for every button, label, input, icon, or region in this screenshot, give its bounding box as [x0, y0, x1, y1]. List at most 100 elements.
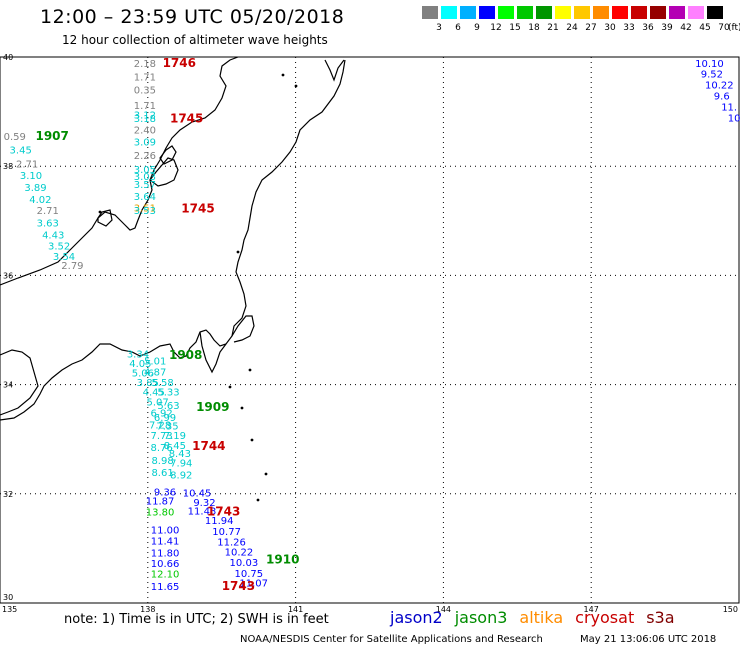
wave-height-value: 3.54	[53, 252, 75, 263]
wave-height-value: 9.52	[701, 70, 723, 81]
island-marker	[228, 385, 232, 389]
colorbar-swatch	[669, 6, 685, 19]
wave-height-value: 11.00	[151, 526, 180, 537]
colorbar-swatch	[517, 6, 533, 19]
coast-izu	[199, 331, 227, 374]
island-marker	[281, 73, 285, 77]
credit-timestamp: May 21 13:06:06 UTC 2018	[580, 634, 717, 645]
wave-height-value: 4.43	[42, 230, 64, 241]
wave-height-value: 11.87	[146, 497, 175, 508]
wave-height-values: 2.181.710.351.713.123.182.403.092.263.05…	[4, 59, 740, 593]
colorbar-label: 3	[436, 23, 442, 33]
island-marker	[240, 406, 244, 410]
coast-noto-peninsula	[97, 209, 113, 227]
pass-time-label: 1745	[181, 202, 214, 216]
wave-height-value: 0.59	[4, 132, 26, 143]
colorbar-label: 39	[661, 23, 673, 33]
wave-height-value: 9.6	[714, 92, 730, 103]
coast-noto	[149, 157, 179, 187]
island-marker	[294, 84, 298, 88]
legend-item-cryosat: cryosat	[575, 608, 635, 627]
colorbar-swatch	[612, 6, 628, 19]
wave-height-value: 10	[728, 113, 740, 124]
small-islands	[98, 73, 298, 502]
wave-height-value: 8.43	[169, 449, 191, 460]
lat-tick-label: 40	[3, 53, 13, 62]
colorbar-swatch	[707, 6, 723, 19]
wave-height-value: 6.92	[150, 408, 172, 419]
wave-height-value: 3.12	[134, 111, 156, 122]
island-marker	[248, 368, 252, 372]
pass-time-label: 1744	[192, 439, 225, 453]
legend-item-altika: altika	[519, 608, 564, 627]
pass-time-label: 1745	[170, 112, 203, 126]
wave-height-value: 10.45	[183, 489, 212, 500]
coast-honshu-west	[0, 56, 239, 286]
axis-tick-labels: 135 138 141 144 147 150 30 32 34 36 38 40	[2, 53, 738, 614]
wave-height-value: 2.71	[16, 159, 38, 170]
pass-time-label: 1909	[196, 400, 229, 414]
graticule	[0, 57, 739, 603]
island-marker	[236, 250, 240, 254]
pass-time-label: 1907	[35, 129, 68, 143]
lat-tick-label: 36	[3, 271, 13, 280]
wave-height-value: 3.10	[20, 171, 42, 182]
colorbar-swatch	[536, 6, 552, 19]
map-title: 12:00 – 23:59 UTC 05/20/2018	[40, 6, 345, 28]
colorbar-label: 33	[623, 23, 635, 33]
colorbar-label: 70	[718, 23, 730, 33]
lat-tick-label: 30	[3, 593, 13, 602]
colorbar-label: 24	[566, 23, 578, 33]
wave-height-value: 10.10	[695, 59, 724, 70]
wave-height-value: 3.57	[134, 180, 156, 191]
colorbar-swatch	[441, 6, 457, 19]
legend-item-s3a: s3a	[646, 608, 675, 627]
wave-height-value: 13.80	[146, 508, 175, 519]
wave-height-value: 1.71	[134, 72, 156, 83]
legend-item-jason2: jason2	[390, 608, 443, 627]
lat-tick-label: 32	[3, 490, 13, 499]
wave-height-value: 2.26	[134, 151, 156, 162]
wave-height-value: 5.06	[132, 368, 154, 379]
wave-height-value: 10.22	[225, 547, 254, 558]
wave-height-value: 4.87	[144, 367, 166, 378]
wave-height-value: 4.45	[143, 388, 165, 399]
colorbar-label: 45	[699, 23, 711, 33]
wave-height-value: 2.40	[134, 125, 156, 136]
footnote: note: 1) Time is in UTC; 2) SWH is in fe…	[64, 612, 329, 627]
wave-height-value: 9.36	[154, 487, 176, 498]
wave-height-value: 11.	[721, 103, 737, 114]
pass-time-label: 1743	[222, 579, 255, 593]
wave-height-value: 10.75	[234, 569, 263, 580]
wave-height-value: 8.98	[151, 456, 173, 467]
pass-time-labels: 1746 1745 1907 1745 1908 1909 1744 1743 1910 1743	[35, 56, 299, 593]
pass-time-label: 1743	[207, 505, 240, 519]
colorbar-swatch	[574, 6, 590, 19]
lon-tick-label: 138	[140, 605, 155, 614]
lon-tick-label: 147	[584, 605, 599, 614]
pass-time-label: 1908	[169, 348, 202, 362]
wave-height-value: 3.64	[134, 192, 156, 203]
colorbar-swatch	[631, 6, 647, 19]
island-marker	[250, 438, 254, 442]
map-subtitle: 12 hour collection of altimeter wave hei…	[62, 33, 328, 47]
wave-height-value: 3.18	[134, 114, 156, 125]
wave-height-value: 6.99	[154, 413, 176, 424]
colorbar-swatch	[498, 6, 514, 19]
lon-tick-label: 150	[723, 605, 738, 614]
colorbar-label: 21	[547, 23, 559, 33]
wave-height-value: 8.92	[170, 471, 192, 482]
colorbar-label: 30	[604, 23, 616, 33]
wave-height-value: 3.85	[137, 378, 159, 389]
wave-height-value: 3.53	[134, 206, 156, 217]
colorbar-swatch	[460, 6, 476, 19]
colorbar-label: 36	[642, 23, 654, 33]
wave-height-value: 11.26	[217, 538, 246, 549]
wave-height-value: 11.94	[205, 516, 234, 527]
wave-height-value: 2.18	[134, 59, 156, 70]
wave-height-value: 11.80	[151, 549, 180, 560]
coast-hokkaido-tip	[324, 59, 345, 82]
wave-height-value: 4.05	[129, 359, 151, 370]
coast-honshu-east	[0, 59, 346, 421]
wave-height-value: 8.76	[150, 443, 172, 454]
